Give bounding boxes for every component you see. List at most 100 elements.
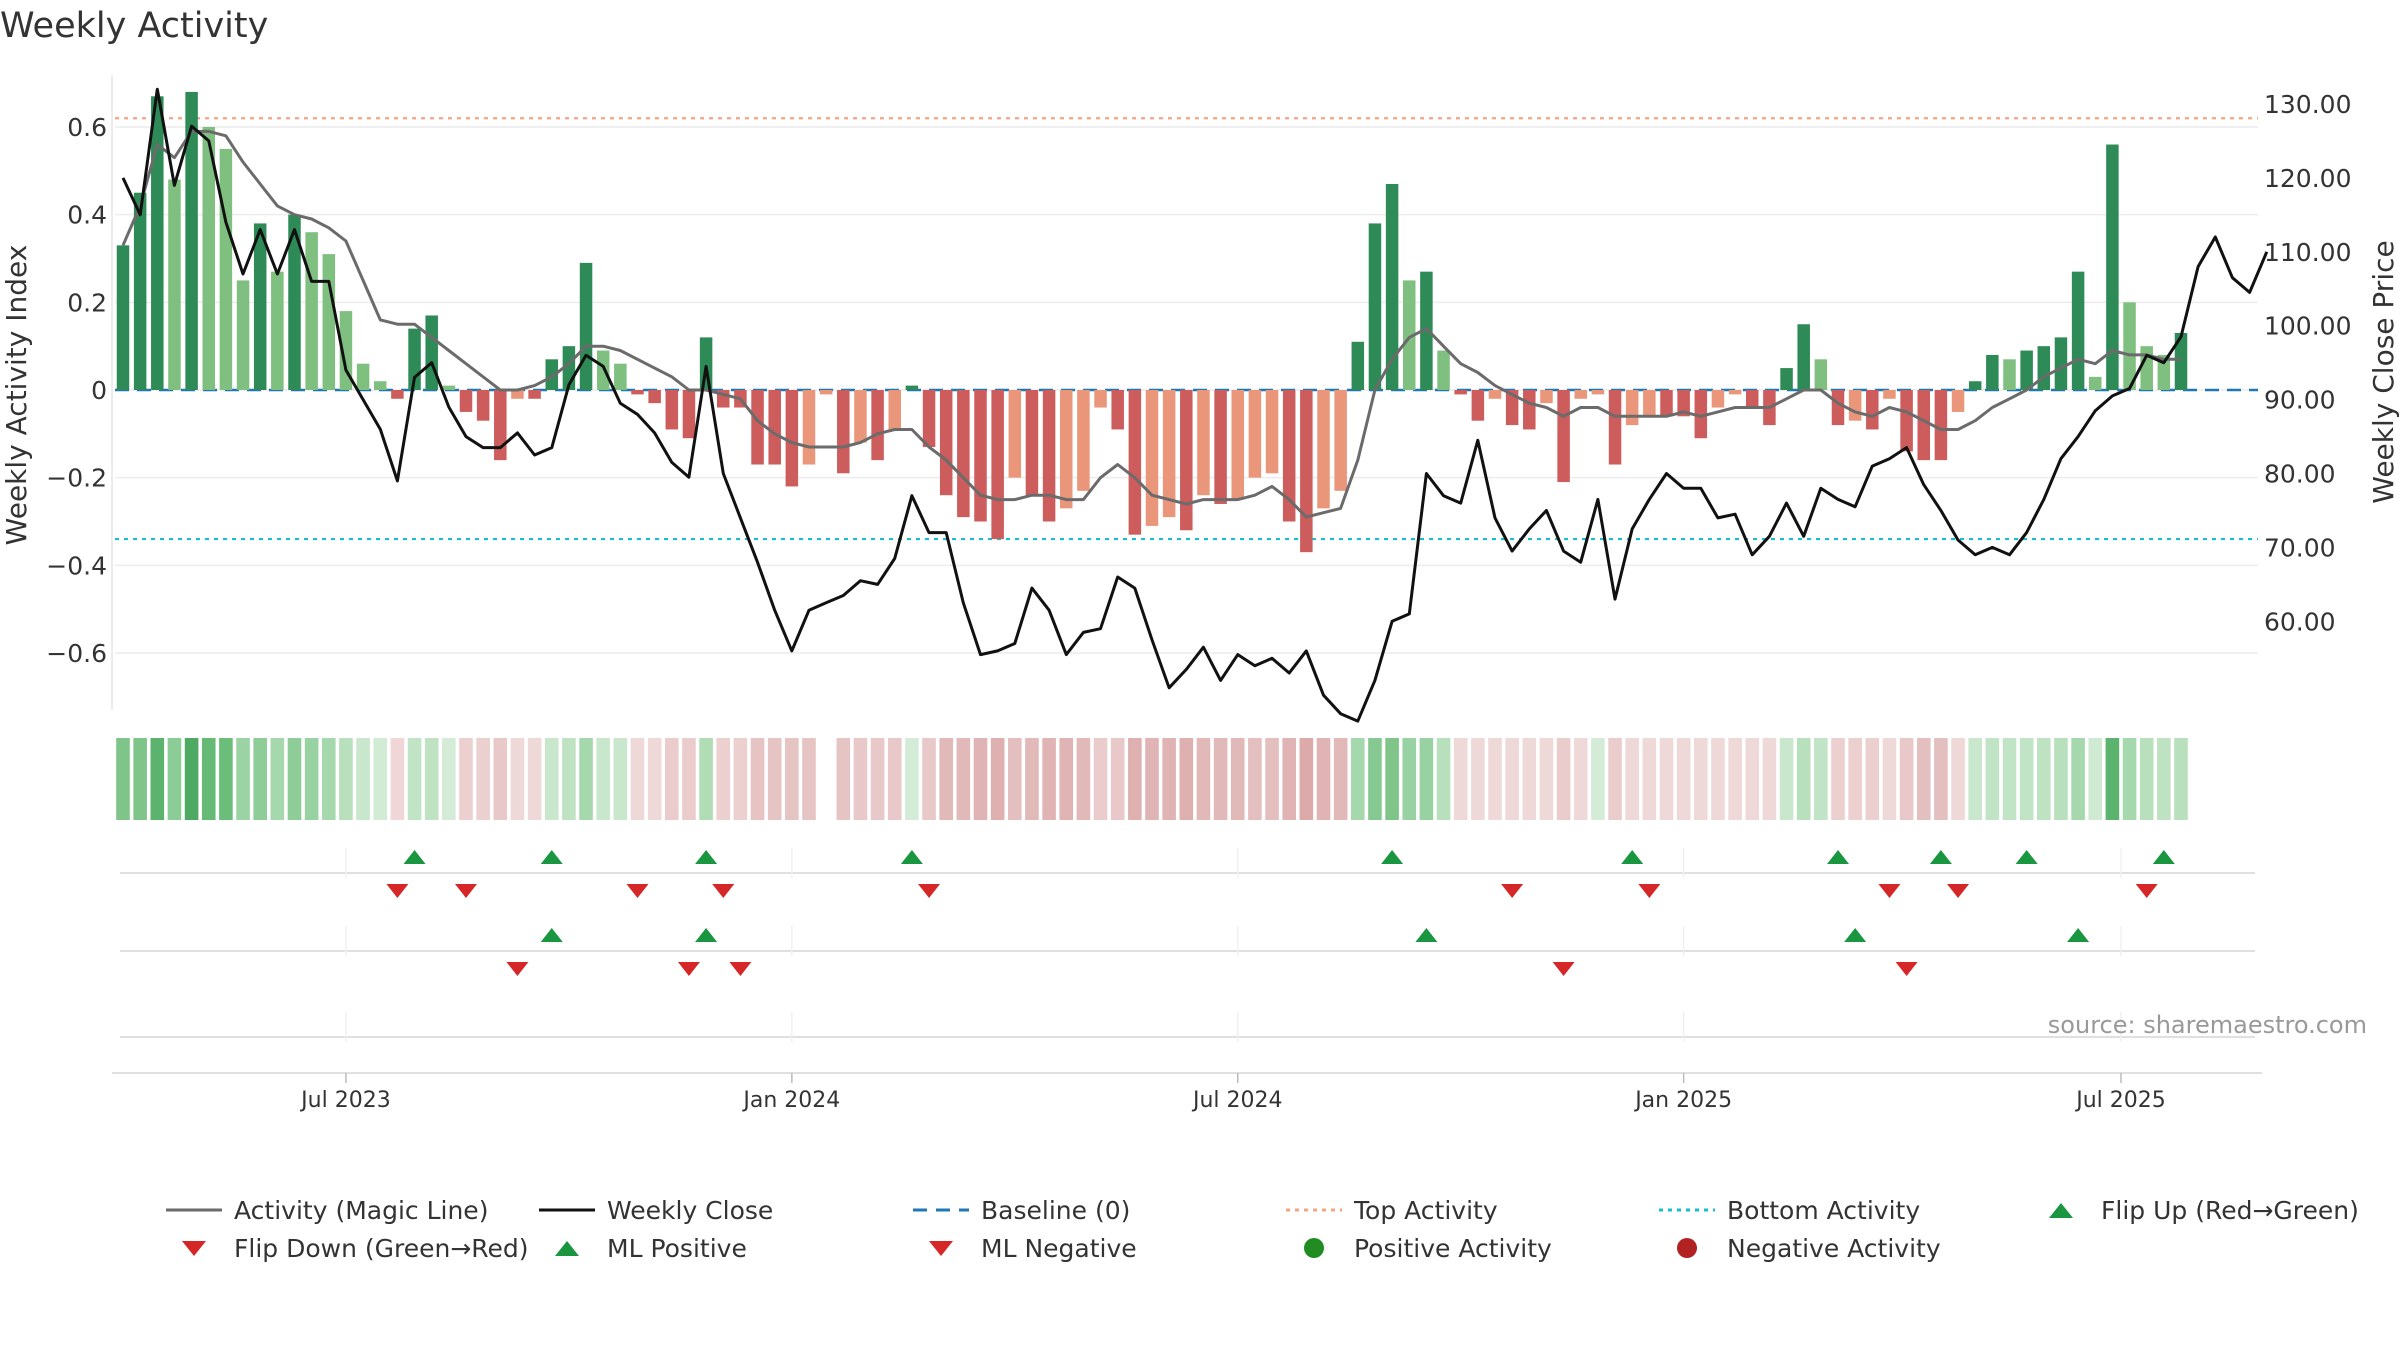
y-right-tick-label: 110.00 xyxy=(2264,238,2351,267)
strip-cell xyxy=(1059,738,1074,820)
strip-cell xyxy=(287,738,302,820)
activity-bar xyxy=(905,385,919,390)
strip-cell xyxy=(1471,738,1485,820)
activity-bar xyxy=(888,390,901,430)
flip-markers xyxy=(120,848,2255,1042)
activity-bar xyxy=(511,390,524,399)
y-left-tick-label: 0.6 xyxy=(67,113,107,142)
activity-bar xyxy=(596,350,610,390)
strip-cell xyxy=(733,738,748,820)
y-right-tick-label: 60.00 xyxy=(2264,607,2336,636)
strip-cell xyxy=(1985,738,2000,820)
activity-bar xyxy=(151,96,164,391)
legend-symbol xyxy=(182,1241,206,1256)
activity-bar xyxy=(1454,390,1467,395)
activity-bar xyxy=(1197,390,1210,496)
strip-cell xyxy=(1608,738,1622,820)
activity-bar xyxy=(1128,390,1142,535)
strip-cell xyxy=(2054,738,2068,820)
strip-cell xyxy=(1333,738,1348,820)
ml-positive-marker xyxy=(1415,928,1438,942)
activity-bar xyxy=(1831,390,1845,426)
strip-cell xyxy=(424,738,439,820)
x-tick-label: Jan 2024 xyxy=(741,1088,840,1113)
strip-cell xyxy=(1025,738,1039,820)
activity-bars xyxy=(116,91,2188,553)
strip-cell xyxy=(1573,738,1588,820)
activity-bar xyxy=(1042,390,1056,522)
y-left-tick-label: −0.6 xyxy=(46,639,107,668)
strip-cell xyxy=(767,738,782,820)
strip-cell xyxy=(939,738,953,820)
activity-bar xyxy=(1145,390,1159,526)
activity-bar xyxy=(1643,390,1656,417)
activity-bar xyxy=(699,337,713,390)
strip-cell xyxy=(836,738,851,820)
strip-cell xyxy=(510,738,525,820)
strip-cell xyxy=(1934,738,1948,820)
activity-bar xyxy=(2037,346,2051,390)
legend-symbol xyxy=(166,1208,222,1212)
ml-positive-marker xyxy=(2067,928,2090,942)
flip-down-marker xyxy=(386,884,409,898)
strip-cell xyxy=(1265,738,1279,820)
strip-cell xyxy=(1882,738,1897,820)
strip-cell xyxy=(219,738,233,820)
strip-cell xyxy=(1196,738,1211,820)
series-lines xyxy=(121,87,2269,723)
strip-cell xyxy=(750,738,765,820)
strip-cell xyxy=(1642,738,1657,820)
activity-bar xyxy=(2157,354,2171,390)
activity-bar xyxy=(1094,390,1107,408)
activity-bar xyxy=(339,311,353,390)
y-right-tick-label: 70.00 xyxy=(2264,533,2336,562)
strip-cell xyxy=(2157,738,2171,820)
activity-bar xyxy=(374,381,387,390)
legend-item: Flip Down (Green→Red) xyxy=(160,1233,529,1263)
strip-cell xyxy=(699,738,713,820)
activity-bar xyxy=(1403,280,1416,390)
flip-up-marker xyxy=(900,850,923,864)
strip-cell xyxy=(1745,738,1760,820)
x-tick-label: Jan 2025 xyxy=(1633,1088,1732,1113)
strip-cell xyxy=(322,738,336,820)
strip-cell xyxy=(887,738,902,820)
strip-cell xyxy=(2019,738,2034,820)
legend-symbol xyxy=(1304,1238,1324,1258)
strip-cell xyxy=(339,738,353,820)
flip-up-marker xyxy=(1827,850,1849,864)
strip-cell xyxy=(270,738,285,820)
legend-item: Activity (Magic Line) xyxy=(160,1195,488,1225)
activity-bar xyxy=(1968,381,1982,390)
strip-cell xyxy=(1419,738,1434,820)
activity-bar xyxy=(202,126,215,390)
activity-bar xyxy=(1883,390,1896,399)
activity-bar xyxy=(1917,390,1930,461)
strip-cell xyxy=(613,738,628,820)
axes: −0.6 −0.4 −0.2 0 0.2 0.4 0.6 60.00 70.00 80.00 90.… xyxy=(0,75,2400,1113)
flip-up-marker xyxy=(695,850,718,864)
strip-cell xyxy=(1316,738,1331,820)
activity-bar xyxy=(1591,390,1605,395)
strip-cell xyxy=(853,738,868,820)
ml-negative-marker xyxy=(506,962,529,976)
strip-cell xyxy=(1008,738,1022,820)
strip-cell xyxy=(1230,738,1245,820)
strip-cell xyxy=(1402,738,1417,820)
y-left-tick-label: −0.2 xyxy=(46,464,107,493)
strip-cell xyxy=(1505,738,1519,820)
activity-bar xyxy=(2089,376,2102,390)
legend-label: Flip Up (Red→Green) xyxy=(2101,1195,2359,1225)
activity-bar xyxy=(579,262,593,390)
strip-cell xyxy=(167,738,182,820)
activity-bar xyxy=(1282,390,1296,522)
strip-cell xyxy=(1591,738,1605,820)
strip-cell xyxy=(2071,738,2085,820)
strip-cell xyxy=(116,738,130,820)
y-left-tick-label: 0 xyxy=(91,376,107,405)
activity-bar xyxy=(991,390,1004,540)
strip-cell xyxy=(1694,738,1708,820)
strip-cell xyxy=(802,738,816,820)
strip-cell xyxy=(1385,738,1399,820)
activity-bar xyxy=(545,359,558,390)
